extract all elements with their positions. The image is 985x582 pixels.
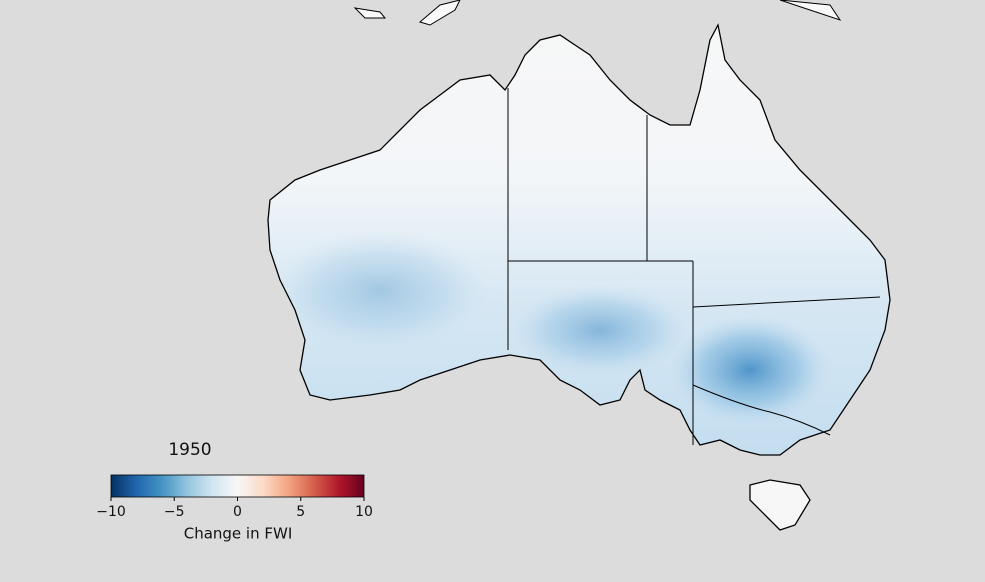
islands xyxy=(353,0,842,26)
land xyxy=(268,25,890,530)
year-label: 1950 xyxy=(168,440,211,460)
state-borders xyxy=(507,88,881,445)
colorbar-label: Change in FWI xyxy=(184,525,293,543)
colorbar-gradient xyxy=(110,474,365,498)
colorbar-tick-label: −5 xyxy=(164,504,185,520)
colorbar-tick-label: 0 xyxy=(233,504,242,520)
colorbar: −10 −5 0 5 10 xyxy=(96,474,373,520)
colorbar-tick-label: 5 xyxy=(296,504,305,520)
colorbar-tick-label: 10 xyxy=(355,504,373,520)
coastline xyxy=(267,23,891,531)
colorbar-tick-label: −10 xyxy=(96,504,126,520)
